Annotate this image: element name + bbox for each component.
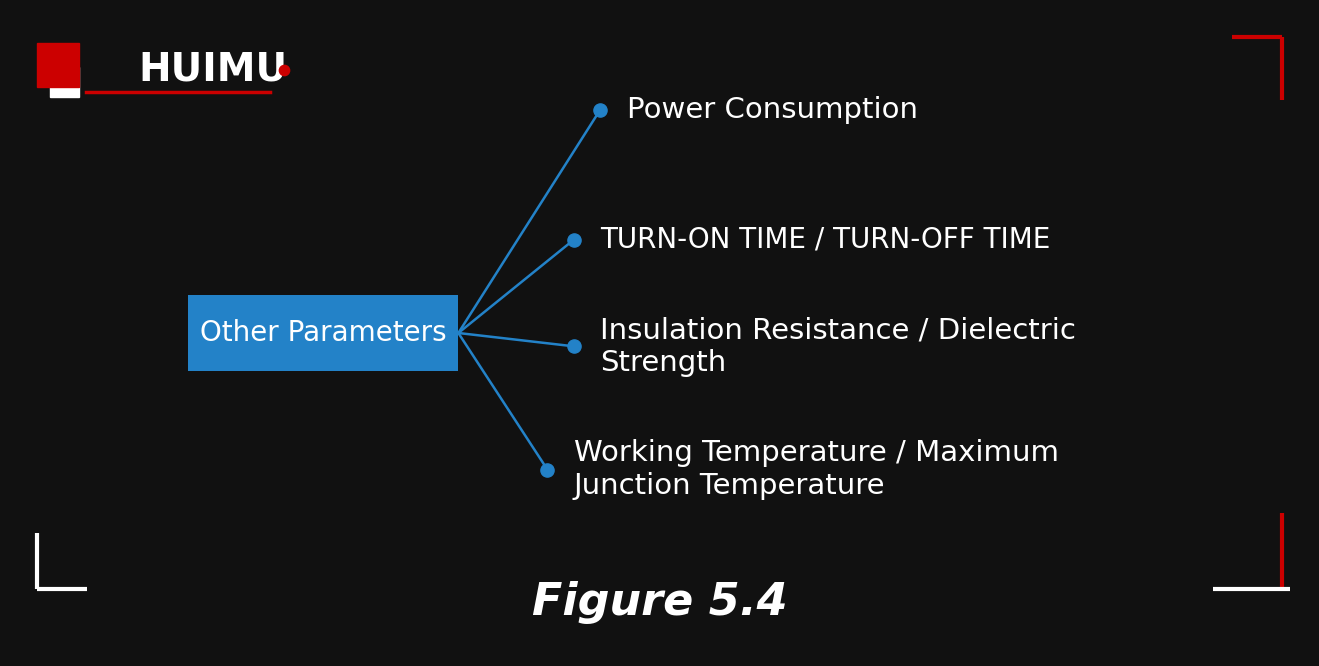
Text: Other Parameters: Other Parameters	[200, 319, 446, 347]
Text: HUIMU: HUIMU	[138, 51, 288, 89]
FancyBboxPatch shape	[189, 294, 459, 372]
Point	[563, 234, 584, 245]
Point	[537, 464, 558, 475]
Text: Working Temperature / Maximum
Junction Temperature: Working Temperature / Maximum Junction T…	[574, 440, 1059, 500]
Text: Power Consumption: Power Consumption	[627, 96, 918, 124]
Text: Figure 5.4: Figure 5.4	[532, 581, 787, 624]
Bar	[50, 67, 79, 97]
Text: TURN-ON TIME / TURN-OFF TIME: TURN-ON TIME / TURN-OFF TIME	[600, 226, 1050, 254]
Point	[563, 341, 584, 352]
Point	[273, 65, 294, 75]
Bar	[37, 43, 79, 87]
Text: Insulation Resistance / Dielectric
Strength: Insulation Resistance / Dielectric Stren…	[600, 316, 1076, 376]
Point	[590, 105, 611, 115]
